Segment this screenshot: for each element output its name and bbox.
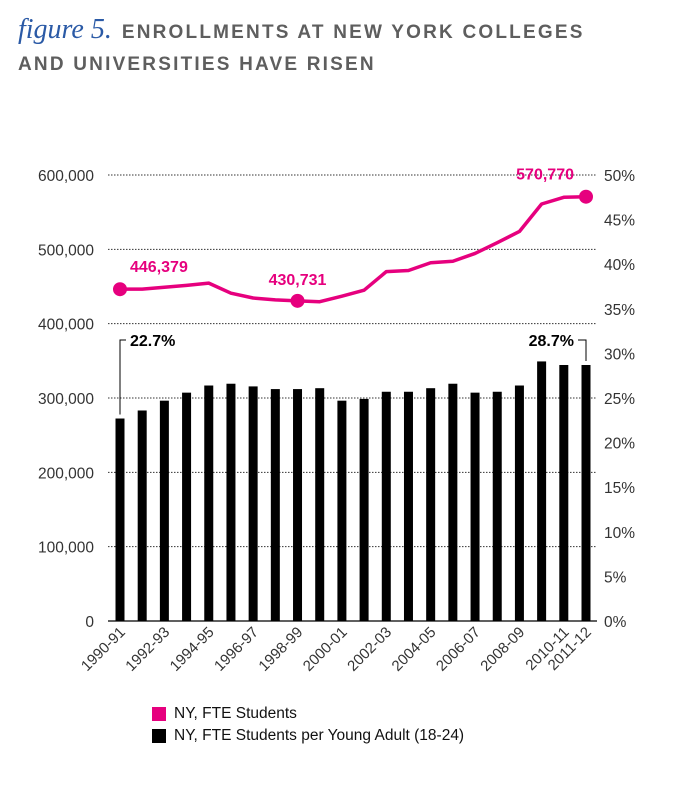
right-axis-tick-label: 30% [604, 346, 635, 363]
data-label: 28.7% [529, 333, 574, 350]
legend-label-students-per-young-adult: NY, FTE Students per Young Adult (18-24) [174, 727, 465, 744]
right-axis-tick-label: 50% [604, 168, 635, 185]
x-axis-tick-label: 1998-99 [255, 624, 306, 675]
left-axis-tick-label: 400,000 [38, 317, 94, 334]
legend-swatch-fte-students [152, 707, 166, 721]
bar-callout-bracket [578, 339, 587, 361]
figure-label: figure 5. [18, 14, 112, 45]
data-label: 446,379 [130, 259, 188, 276]
right-axis-tick-label: 0% [604, 614, 627, 631]
data-label: 430,731 [269, 272, 327, 289]
line-marker [290, 293, 305, 308]
x-axis-tick-label: 2000-01 [300, 624, 351, 675]
bar [115, 418, 125, 621]
legend-item-fte-students: NY, FTE Students [152, 703, 464, 725]
left-axis-tick-label: 100,000 [38, 540, 94, 557]
bar [381, 391, 391, 621]
figure-title: figure 5. ENROLLMENTS AT NEW YORK COLLEG… [18, 14, 668, 76]
right-axis-tick-label: 20% [604, 436, 635, 453]
x-axis-tick-label: 1994-95 [167, 624, 218, 675]
line-marker [113, 282, 127, 297]
bar [270, 389, 280, 621]
right-axis-tick-label: 5% [604, 569, 627, 586]
bar-callout-bracket [119, 339, 126, 415]
left-axis-tick-label: 500,000 [38, 242, 94, 259]
bar [182, 392, 192, 621]
left-axis-tick-label: 0 [85, 614, 94, 631]
left-axis-tick-label: 200,000 [38, 465, 94, 482]
bar [359, 398, 369, 621]
x-axis-tick-label: 1996-97 [211, 624, 262, 675]
bar [537, 361, 547, 621]
left-axis-tick-label: 300,000 [38, 391, 94, 408]
bar [559, 364, 569, 621]
bar [426, 388, 436, 621]
right-axis-tick-label: 25% [604, 391, 635, 408]
chart-legend: NY, FTE Students NY, FTE Students per Yo… [152, 703, 464, 747]
bar [315, 388, 325, 621]
bar [293, 389, 303, 621]
x-axis-tick-label: 2006-07 [433, 624, 484, 675]
right-axis-tick-label: 10% [604, 525, 635, 542]
x-axis-tick-label: 2004-05 [389, 624, 440, 675]
bar [514, 385, 524, 621]
bar [226, 383, 236, 621]
bar [337, 400, 347, 621]
bar [248, 386, 258, 621]
bar [137, 410, 147, 621]
bar [159, 400, 169, 621]
right-axis-tick-label: 40% [604, 257, 635, 274]
bar [492, 391, 502, 621]
figure-title-line-2: AND UNIVERSITIES HAVE RISEN [18, 54, 376, 75]
left-axis-tick-label: 600,000 [38, 168, 94, 185]
x-axis-tick-label: 2002-03 [344, 624, 395, 675]
right-axis-tick-label: 45% [604, 213, 635, 230]
bar [403, 391, 413, 621]
x-axis-tick-label: 1992-93 [122, 624, 173, 675]
data-label: 570,770 [516, 167, 574, 184]
bar [470, 392, 480, 621]
line-series-fte-students [118, 194, 588, 304]
bar [204, 385, 214, 621]
data-label: 22.7% [130, 333, 175, 350]
legend-label-fte-students: NY, FTE Students [174, 705, 297, 722]
legend-swatch-students-per-young-adult [152, 729, 166, 743]
bar [581, 364, 591, 621]
line-marker [579, 189, 593, 204]
figure-title-line-1: ENROLLMENTS AT NEW YORK COLLEGES [121, 22, 585, 43]
right-axis-tick-label: 15% [604, 480, 635, 497]
legend-item-students-per-young-adult: NY, FTE Students per Young Adult (18-24) [152, 725, 464, 747]
right-axis-tick-label: 35% [604, 302, 635, 319]
bar [448, 383, 458, 621]
x-axis-tick-label: 2008-09 [477, 624, 528, 675]
x-axis-tick-label: 1990-91 [78, 624, 129, 675]
